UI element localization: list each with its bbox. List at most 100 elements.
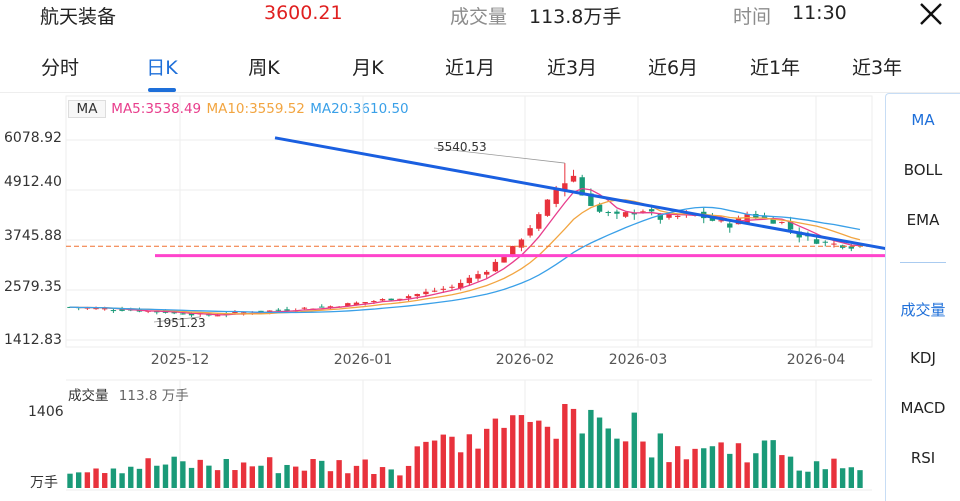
candle-up <box>414 294 420 297</box>
close-icon[interactable] <box>917 2 945 26</box>
date-tick-feb: 2026-02 <box>495 352 555 368</box>
tab-weekly-k[interactable]: 周K <box>248 57 280 79</box>
volume-bar-down <box>258 465 264 488</box>
candle-up <box>484 271 490 275</box>
indicator-volume[interactable]: 成交量 <box>900 301 946 319</box>
volume-bar-up <box>371 473 377 488</box>
volume-bar-up <box>414 446 420 488</box>
high-pointer <box>433 147 565 164</box>
volume-bar-up <box>293 466 299 488</box>
volume-bar-up <box>345 473 351 488</box>
candle-up <box>301 307 308 309</box>
indicator-ema[interactable]: EMA <box>906 211 940 229</box>
volume-value: 113.8万手 <box>529 6 622 28</box>
indicator-macd[interactable]: MACD <box>900 399 946 417</box>
volume-bar-down <box>727 453 733 488</box>
volume-bar-up <box>145 458 151 488</box>
candle-up <box>744 214 750 223</box>
indicator-boll[interactable]: BOLL <box>903 161 943 179</box>
indicator-rsi[interactable]: RSI <box>910 449 936 467</box>
volume-bar-down <box>206 465 212 488</box>
volume-bar-down <box>136 468 143 488</box>
volume-bar-up <box>510 415 516 488</box>
volume-bar-down <box>275 473 282 488</box>
volume-bar-up <box>831 458 837 488</box>
candle-down <box>258 310 264 313</box>
volume-bar-up <box>336 460 342 488</box>
volume-bar-up <box>353 465 360 488</box>
volume-bar-up <box>301 470 308 488</box>
candle-down <box>110 310 117 312</box>
volume-bar-up <box>666 462 672 488</box>
volume-bar-down <box>839 468 846 488</box>
candle-up <box>501 257 507 263</box>
volume-bar-down <box>388 469 394 488</box>
volume-bar-down <box>579 433 585 488</box>
tab-1-month[interactable]: 近1月 <box>444 57 496 79</box>
candle-down <box>171 312 177 314</box>
volume-bar-up <box>327 471 334 488</box>
volume-bar-down <box>319 460 325 488</box>
volume-panel-label: 成交量 <box>68 388 109 404</box>
tab-daily-k[interactable]: 日K <box>146 57 178 79</box>
candle-down <box>579 177 585 196</box>
ma-legend-label: MA <box>68 100 106 118</box>
time-value: 11:30 <box>792 2 847 24</box>
volume-bar-up <box>492 418 499 488</box>
volume-bar-up <box>622 441 629 488</box>
current-price: 3600.21 <box>264 2 343 24</box>
tab-6-months[interactable]: 近6月 <box>647 57 699 79</box>
candle-up <box>510 245 516 256</box>
volume-bar-up <box>232 470 238 488</box>
volume-bar-down <box>770 440 776 488</box>
volume-bar-up <box>553 438 559 488</box>
candle-up <box>397 298 403 300</box>
volume-bar-up <box>431 440 438 488</box>
indicator-ma[interactable]: MA <box>911 111 935 129</box>
tab-3-years[interactable]: 近3年 <box>851 57 903 79</box>
volume-bar-down <box>605 428 611 488</box>
chart-frame <box>65 95 873 348</box>
volume-bar-up <box>735 443 742 488</box>
candle-up <box>353 302 360 306</box>
volume-bar-down <box>284 464 290 488</box>
candle-up <box>232 312 238 314</box>
candle-up <box>718 220 724 222</box>
volume-bar-down <box>648 457 655 488</box>
volume-bar-up <box>397 475 403 488</box>
candle-up <box>466 277 473 284</box>
volume-bar-up <box>102 473 108 488</box>
volume-bar-down <box>657 433 664 488</box>
time-label: 时间 <box>733 6 772 28</box>
candle-up <box>553 188 559 204</box>
candle-up <box>84 307 91 309</box>
volume-bar-up <box>249 466 255 488</box>
stock-name: 航天装备 <box>40 6 117 28</box>
volume-bar-down <box>761 440 768 488</box>
tab-fenshi[interactable]: 分时 <box>40 57 80 79</box>
volume-bar-up <box>683 459 690 488</box>
volume-bar-up <box>362 459 368 488</box>
candle-down <box>648 209 655 212</box>
volume-bar-up <box>240 462 247 488</box>
volume-bar-down <box>171 456 177 488</box>
tab-monthly-k[interactable]: 月K <box>352 57 384 79</box>
candle-down <box>631 212 637 215</box>
tab-1-year[interactable]: 近1年 <box>749 57 801 79</box>
ma5-line <box>69 187 861 316</box>
volume-bar-down <box>596 417 603 488</box>
tab-3-months[interactable]: 近3月 <box>546 57 598 79</box>
volume-bar-up <box>84 472 91 488</box>
candle-up <box>675 215 681 217</box>
candle-down <box>796 231 802 238</box>
candle-up <box>457 282 464 289</box>
indicator-kdj[interactable]: KDJ <box>910 349 936 367</box>
ma-legend: MA MA5:3538.49 MA10:3559.52 MA20:3610.50 <box>68 100 410 118</box>
candle-down <box>605 212 611 214</box>
candle-up <box>622 212 629 217</box>
candle-up <box>536 214 542 229</box>
low-pointer <box>153 316 201 323</box>
volume-bar-down <box>162 464 169 488</box>
volume-bar-down <box>848 467 855 488</box>
